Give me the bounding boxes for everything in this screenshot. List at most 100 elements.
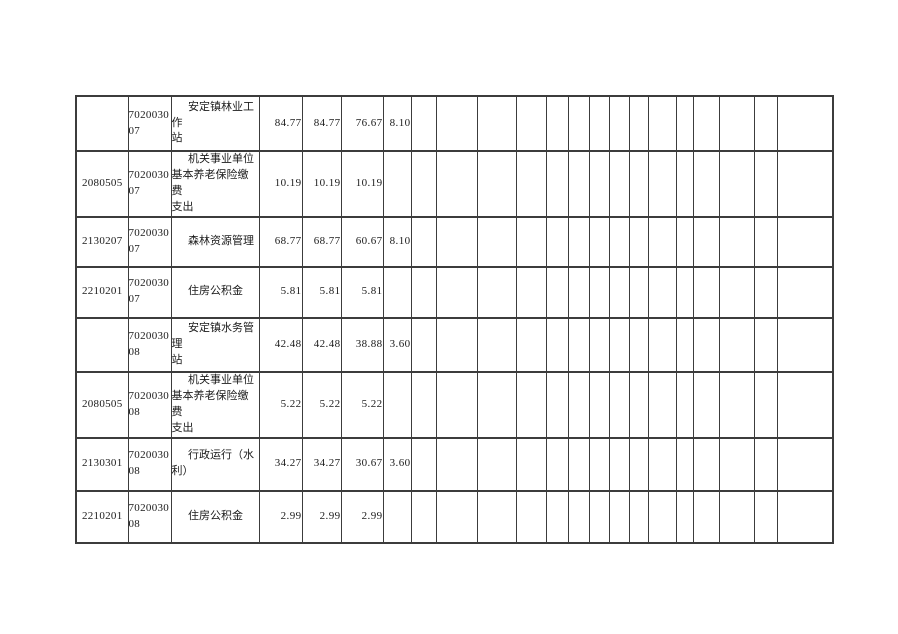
cell-empty (628, 215, 649, 268)
cell-item-name: 住房公积金 (170, 489, 260, 544)
cell-amount-1: 10.19 (258, 150, 303, 218)
cell-empty (692, 489, 720, 544)
cell-function-code: 2080505 (75, 370, 129, 439)
cell-amount-4: 8.10 (382, 215, 412, 268)
cell-empty (718, 150, 755, 218)
cell-amount-4 (382, 370, 412, 439)
cell-empty (647, 436, 677, 492)
table-row: 2080505 7020030 07 机关事业单位 基本养老保险缴费 支出 10.19… (75, 150, 834, 218)
cell-empty (647, 265, 677, 319)
cell-empty (515, 489, 547, 544)
cell-empty (545, 150, 569, 218)
cell-empty (608, 370, 630, 439)
cell-amount-3: 38.88 (340, 316, 384, 373)
cell-empty (567, 316, 590, 373)
cell-empty (753, 370, 778, 439)
cell-unit-code: 7020030 08 (127, 436, 172, 492)
cell-amount-3: 5.81 (340, 265, 384, 319)
cell-amount-3: 2.99 (340, 489, 384, 544)
cell-empty (776, 489, 834, 544)
cell-empty (545, 489, 569, 544)
cell-empty (753, 489, 778, 544)
cell-empty (545, 316, 569, 373)
cell-empty (435, 150, 478, 218)
cell-empty (608, 150, 630, 218)
cell-empty (692, 95, 720, 152)
cell-amount-1: 2.99 (258, 489, 303, 544)
cell-empty (647, 215, 677, 268)
cell-empty (567, 95, 590, 152)
table-row: 2210201 7020030 08 住房公积金 2.99 2.99 2.99 (75, 489, 834, 544)
cell-empty (435, 489, 478, 544)
cell-empty (692, 436, 720, 492)
cell-empty (647, 370, 677, 439)
cell-item-name: 森林资源管理 (170, 215, 260, 268)
cell-empty (718, 436, 755, 492)
cell-empty (675, 265, 694, 319)
cell-empty (718, 316, 755, 373)
cell-empty (567, 489, 590, 544)
cell-amount-2: 68.77 (301, 215, 342, 268)
cell-empty (628, 150, 649, 218)
cell-amount-2: 2.99 (301, 489, 342, 544)
table-row: 7020030 08 安定镇水务管理 站 42.48 42.48 38.88 3.60 (75, 316, 834, 373)
cell-empty (515, 436, 547, 492)
cell-empty (647, 150, 677, 218)
cell-empty (776, 316, 834, 373)
cell-empty (410, 370, 437, 439)
cell-item-name: 行政运行（水 利） (170, 436, 260, 492)
cell-amount-3: 60.67 (340, 215, 384, 268)
cell-empty (753, 265, 778, 319)
cell-empty (588, 150, 610, 218)
cell-amount-1: 68.77 (258, 215, 303, 268)
cell-amount-4: 3.60 (382, 316, 412, 373)
cell-function-code: 2080505 (75, 150, 129, 218)
cell-function-code: 2210201 (75, 489, 129, 544)
cell-amount-3: 76.67 (340, 95, 384, 152)
cell-empty (588, 489, 610, 544)
cell-empty (628, 265, 649, 319)
cell-empty (567, 370, 590, 439)
cell-empty (718, 370, 755, 439)
cell-empty (608, 436, 630, 492)
cell-amount-3: 30.67 (340, 436, 384, 492)
cell-empty (588, 215, 610, 268)
cell-item-name: 安定镇林业工作 站 (170, 95, 260, 152)
cell-empty (753, 150, 778, 218)
cell-empty (545, 95, 569, 152)
cell-empty (588, 95, 610, 152)
cell-amount-2: 10.19 (301, 150, 342, 218)
cell-empty (692, 370, 720, 439)
cell-unit-code: 7020030 08 (127, 489, 172, 544)
table-row: 2130301 7020030 08 行政运行（水 利） 34.27 34.27 30.6… (75, 436, 834, 492)
cell-empty (753, 436, 778, 492)
cell-amount-3: 10.19 (340, 150, 384, 218)
cell-amount-4: 8.10 (382, 95, 412, 152)
cell-empty (588, 316, 610, 373)
cell-function-code: 2130301 (75, 436, 129, 492)
cell-unit-code: 7020030 07 (127, 95, 172, 152)
cell-empty (435, 95, 478, 152)
cell-empty (515, 150, 547, 218)
cell-empty (675, 436, 694, 492)
cell-empty (476, 265, 517, 319)
cell-empty (435, 370, 478, 439)
cell-empty (753, 95, 778, 152)
cell-empty (435, 265, 478, 319)
cell-empty (776, 370, 834, 439)
cell-empty (628, 95, 649, 152)
cell-empty (476, 436, 517, 492)
cell-empty (545, 265, 569, 319)
cell-empty (476, 489, 517, 544)
cell-amount-1: 5.22 (258, 370, 303, 439)
cell-empty (588, 436, 610, 492)
cell-empty (545, 215, 569, 268)
cell-empty (675, 95, 694, 152)
cell-empty (692, 265, 720, 319)
cell-empty (628, 436, 649, 492)
cell-empty (647, 95, 677, 152)
cell-empty (545, 370, 569, 439)
cell-empty (647, 489, 677, 544)
cell-empty (675, 489, 694, 544)
cell-function-code (75, 95, 129, 152)
